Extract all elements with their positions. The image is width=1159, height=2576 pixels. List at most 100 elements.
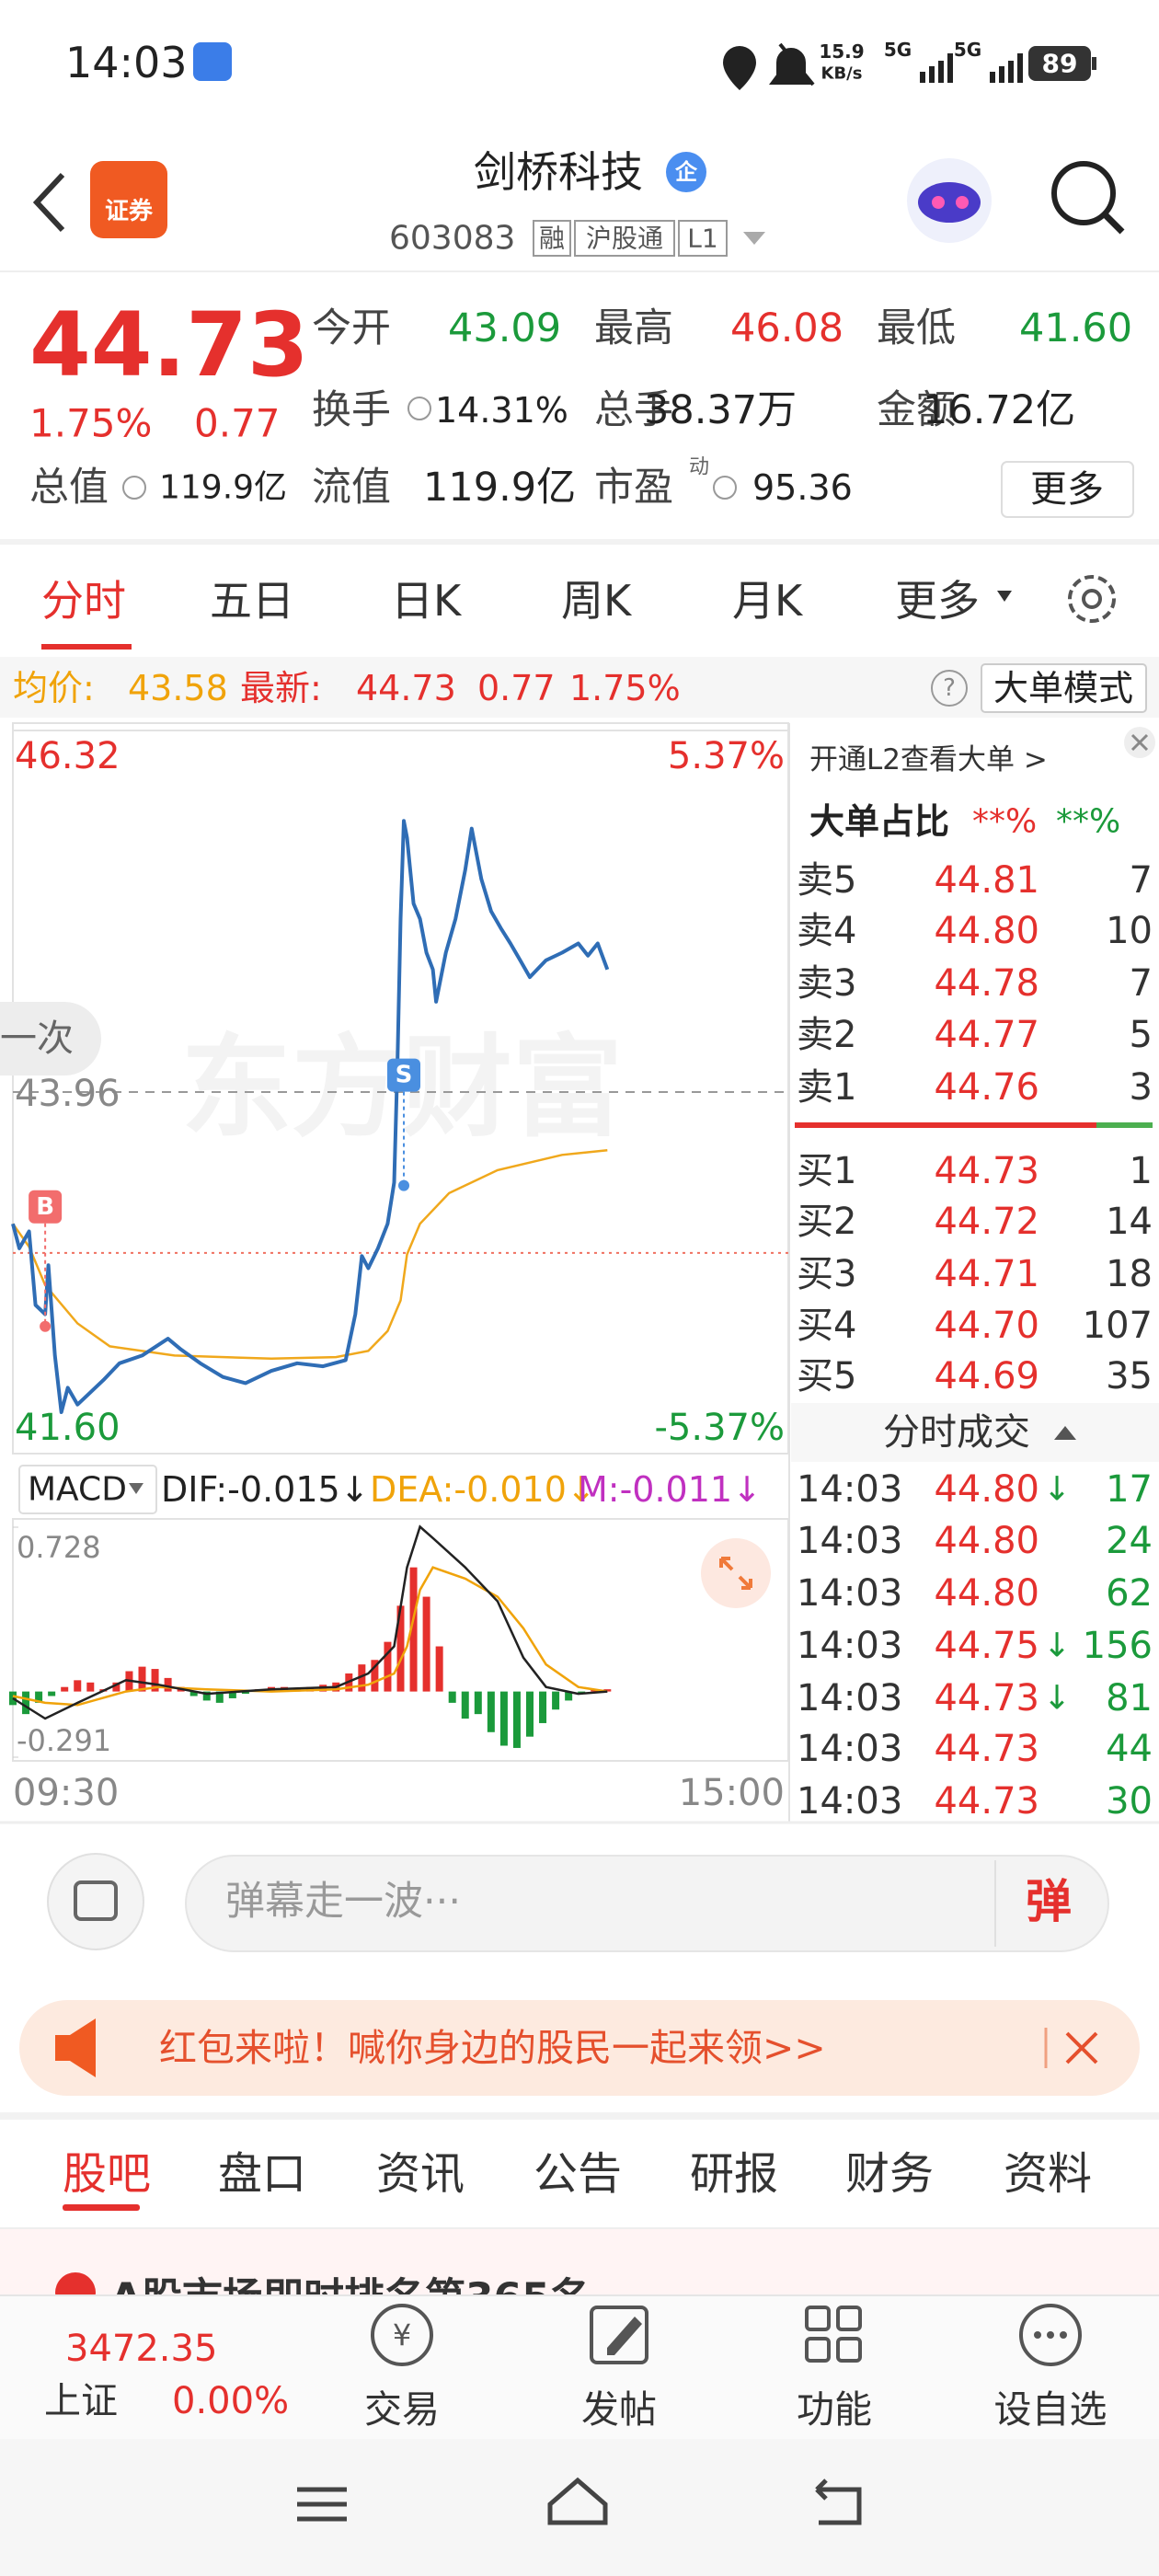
trade-arrow: ↓ <box>1043 1471 1071 1509</box>
banner[interactable] <box>19 2000 1140 2096</box>
content-tab[interactable]: 研报 <box>690 2148 778 2200</box>
content-tab[interactable]: 公告 <box>534 2148 622 2200</box>
help-icon[interactable] <box>931 670 968 707</box>
collapse-icon[interactable] <box>1054 1426 1076 1440</box>
content-tab[interactable]: 财务 <box>845 2148 934 2200</box>
tab[interactable]: 五日 <box>210 576 294 626</box>
dif-line <box>12 1524 608 1720</box>
tab[interactable]: 周K <box>561 576 633 626</box>
dea-line <box>12 1566 608 1707</box>
macd-bar <box>9 1691 17 1706</box>
macd-bar <box>164 1677 172 1692</box>
macd-bar <box>409 1567 418 1692</box>
post-icon[interactable] <box>590 2306 648 2364</box>
tab[interactable]: 日K <box>391 576 463 626</box>
dif-label: DIF:-0.015↓ <box>161 1469 370 1510</box>
danmaku-button[interactable]: 弹 <box>1026 1875 1072 1928</box>
price-line <box>11 819 610 1414</box>
macd-bar <box>151 1669 159 1692</box>
logo[interactable] <box>90 161 167 238</box>
trade-time: 14:03 <box>797 1572 902 1615</box>
mode-button[interactable] <box>981 663 1147 713</box>
comment-input[interactable] <box>185 1855 1109 1952</box>
home-button[interactable] <box>547 2477 608 2525</box>
menu-button[interactable] <box>297 2487 347 2522</box>
content-tab[interactable]: 资料 <box>1004 2148 1092 2200</box>
m-label: M:-0.011↓ <box>578 1469 762 1510</box>
danmaku-settings[interactable] <box>47 1853 144 1950</box>
tab[interactable]: 分时 <box>41 576 126 626</box>
book-label: 卖2 <box>797 1014 856 1056</box>
stock-code: 603083 <box>389 220 515 258</box>
info-icon[interactable] <box>407 397 431 420</box>
content-tab[interactable]: 盘口 <box>218 2148 306 2200</box>
change-pct: 1.75% <box>29 401 152 446</box>
expand-icon <box>719 1557 752 1590</box>
book-price: 44.77 <box>934 1014 1039 1056</box>
field-value: 46.08 <box>730 305 843 351</box>
close-x <box>1130 733 1149 752</box>
nav-label[interactable]: 发帖 <box>581 2387 657 2432</box>
trade-point <box>398 1179 410 1191</box>
more-button[interactable] <box>1001 461 1134 518</box>
book-label: 买4 <box>797 1305 856 1347</box>
trade-volume: 156 <box>1083 1625 1153 1667</box>
field-label: 金额 <box>877 387 956 433</box>
nav-label[interactable]: 交易 <box>364 2387 440 2432</box>
mute-icon <box>769 42 815 86</box>
banner-close[interactable] <box>1065 2031 1098 2064</box>
trade-arrow: ↓ <box>1043 1627 1071 1665</box>
macd-bar <box>241 1691 249 1695</box>
field-value: 119.9亿 <box>423 465 576 511</box>
tab[interactable]: 月K <box>732 576 804 626</box>
y-tick-label: 43.96 <box>15 1073 120 1115</box>
info-icon[interactable] <box>122 476 146 500</box>
trade-volume: 44 <box>1106 1728 1153 1770</box>
nav-label[interactable]: 功能 <box>797 2387 872 2432</box>
book-label: 买2 <box>797 1201 856 1243</box>
indicator-select[interactable] <box>18 1465 157 1514</box>
avatar-eye <box>956 196 969 209</box>
y-tick-label: 0.728 <box>17 1530 101 1565</box>
search-button[interactable] <box>1051 161 1116 225</box>
tab[interactable]: 更多 <box>895 576 980 626</box>
y-tick-label: -0.291 <box>17 1723 111 1758</box>
back-button[interactable] <box>32 172 65 233</box>
danmaku-icon <box>74 1880 118 1921</box>
trade-time: 14:03 <box>797 1728 902 1770</box>
macd-bar <box>86 1682 95 1692</box>
watchlist-icon[interactable] <box>1019 2304 1082 2366</box>
l2-link[interactable]: 开通L2查看大单 > <box>809 743 1048 776</box>
nav-label[interactable]: 设自选 <box>994 2387 1107 2432</box>
macd-bar <box>189 1691 198 1696</box>
macd-bar <box>461 1691 469 1719</box>
tag-box <box>574 220 675 257</box>
function-icon[interactable] <box>805 2306 862 2363</box>
replay-pill[interactable] <box>0 1002 101 1075</box>
ratio-bar-buy <box>795 1122 1096 1128</box>
expand-button[interactable] <box>701 1538 771 1608</box>
trade-price: 44.75 <box>934 1625 1039 1667</box>
book-volume: 3 <box>1130 1066 1153 1109</box>
settings-button[interactable] <box>1068 575 1116 623</box>
trade-time: 14:03 <box>797 1677 902 1719</box>
trade-icon[interactable] <box>371 2304 433 2366</box>
macd-bar <box>61 1686 69 1692</box>
back-nav-button[interactable] <box>815 2478 862 2525</box>
field-value: 41.60 <box>1019 305 1132 351</box>
trade-volume: 24 <box>1106 1520 1153 1562</box>
content-tab[interactable]: 资讯 <box>376 2148 465 2200</box>
index-change: 0.00% <box>172 2380 289 2422</box>
trade-icon-glyph: ¥ <box>393 2317 411 2352</box>
content-tab[interactable]: 股吧 <box>63 2148 151 2200</box>
last-price: 44.73 <box>29 293 309 397</box>
info-icon[interactable] <box>713 476 737 500</box>
book-label: 买3 <box>797 1253 856 1295</box>
macd-bar <box>512 1691 521 1748</box>
battery-level: 89 <box>1042 49 1078 79</box>
dropdown-icon[interactable] <box>743 232 765 245</box>
info-change-pct: 1.75% <box>569 668 681 708</box>
sim-label: 5G <box>884 39 912 61</box>
system-nav <box>0 2439 1159 2576</box>
